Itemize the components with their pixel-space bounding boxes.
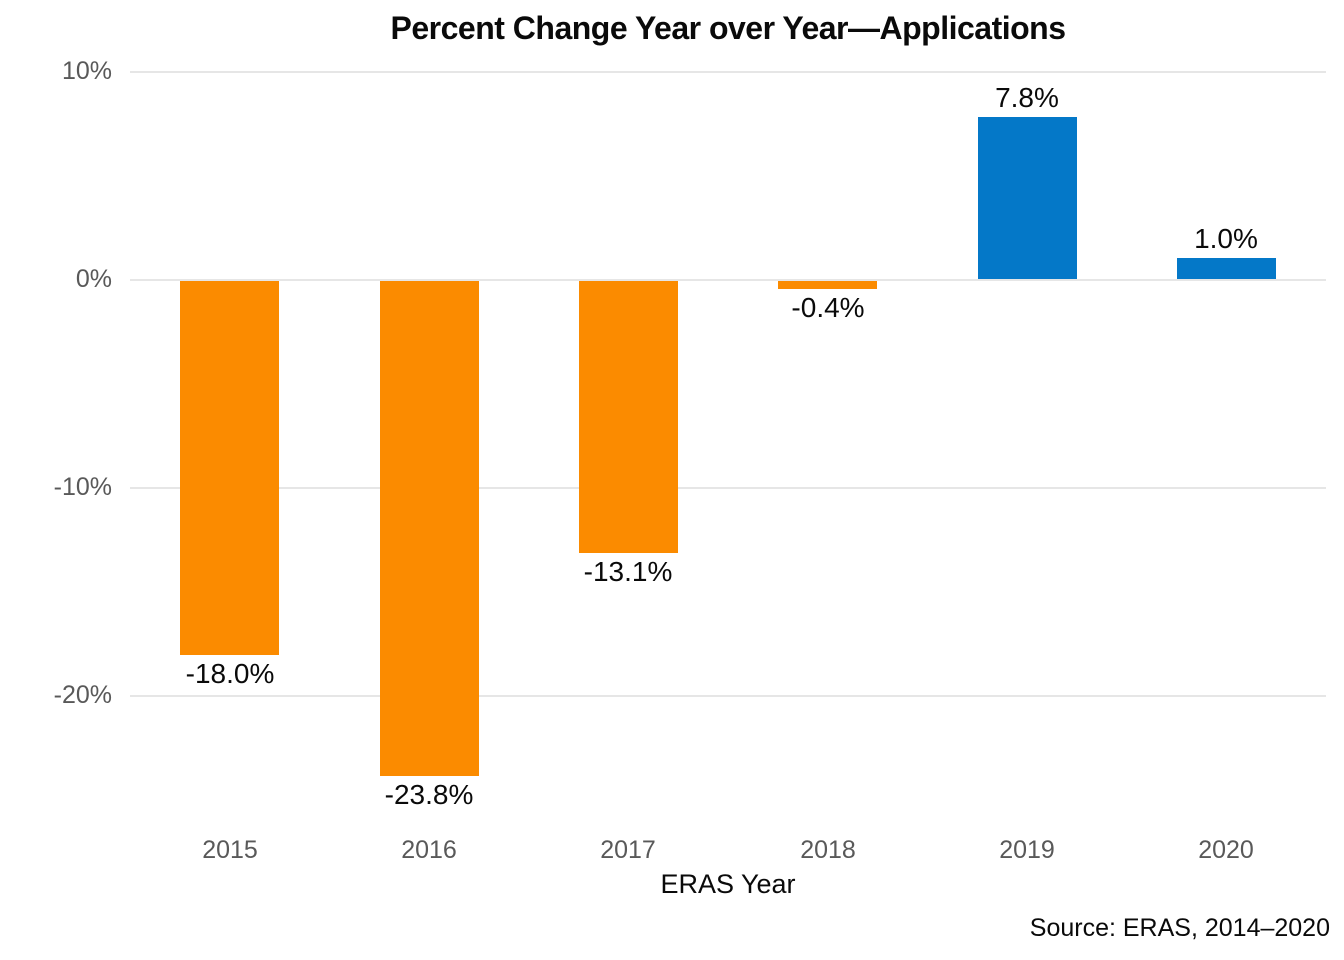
bar-2016 xyxy=(380,281,479,776)
gridline-0% xyxy=(130,279,1326,281)
x-axis-title: ERAS Year xyxy=(660,869,796,899)
plot-area: 10% 0% -10% -20% -18.0% 2015 -23.8% 2016 -13.1% 2… xyxy=(53,57,1326,864)
chart-title: Percent Change Year over Year—Applicatio… xyxy=(390,10,1067,46)
bar-2020 xyxy=(1177,258,1276,279)
y-tick-label: 0% xyxy=(75,265,112,293)
bar-value-label: 7.8% xyxy=(995,82,1059,113)
x-tick-label: 2015 xyxy=(202,836,258,864)
y-tick-label: -10% xyxy=(53,473,112,501)
bar-2019 xyxy=(978,117,1077,279)
x-tick-label: 2016 xyxy=(401,836,457,864)
bar-value-label: -13.1% xyxy=(583,556,673,587)
y-tick-label: -20% xyxy=(53,681,112,709)
gridline--20% xyxy=(130,695,1326,697)
bar-value-label: -18.0% xyxy=(185,658,275,689)
bar-value-label: -0.4% xyxy=(791,292,865,323)
bar-2017 xyxy=(579,281,678,553)
bar-2018 xyxy=(778,281,877,289)
x-tick-label: 2019 xyxy=(999,836,1055,864)
bar-2015 xyxy=(180,281,279,655)
bar-value-label: -23.8% xyxy=(384,779,474,810)
x-tick-label: 2017 xyxy=(600,836,656,864)
gridline-10% xyxy=(130,71,1326,73)
x-tick-label: 2018 xyxy=(800,836,856,864)
y-tick-label: 10% xyxy=(61,57,112,85)
gridline--10% xyxy=(130,487,1326,489)
source-note: Source: ERAS, 2014–2020 xyxy=(1029,914,1330,942)
bar-value-label: 1.0% xyxy=(1194,223,1258,254)
x-tick-label: 2020 xyxy=(1198,836,1254,864)
